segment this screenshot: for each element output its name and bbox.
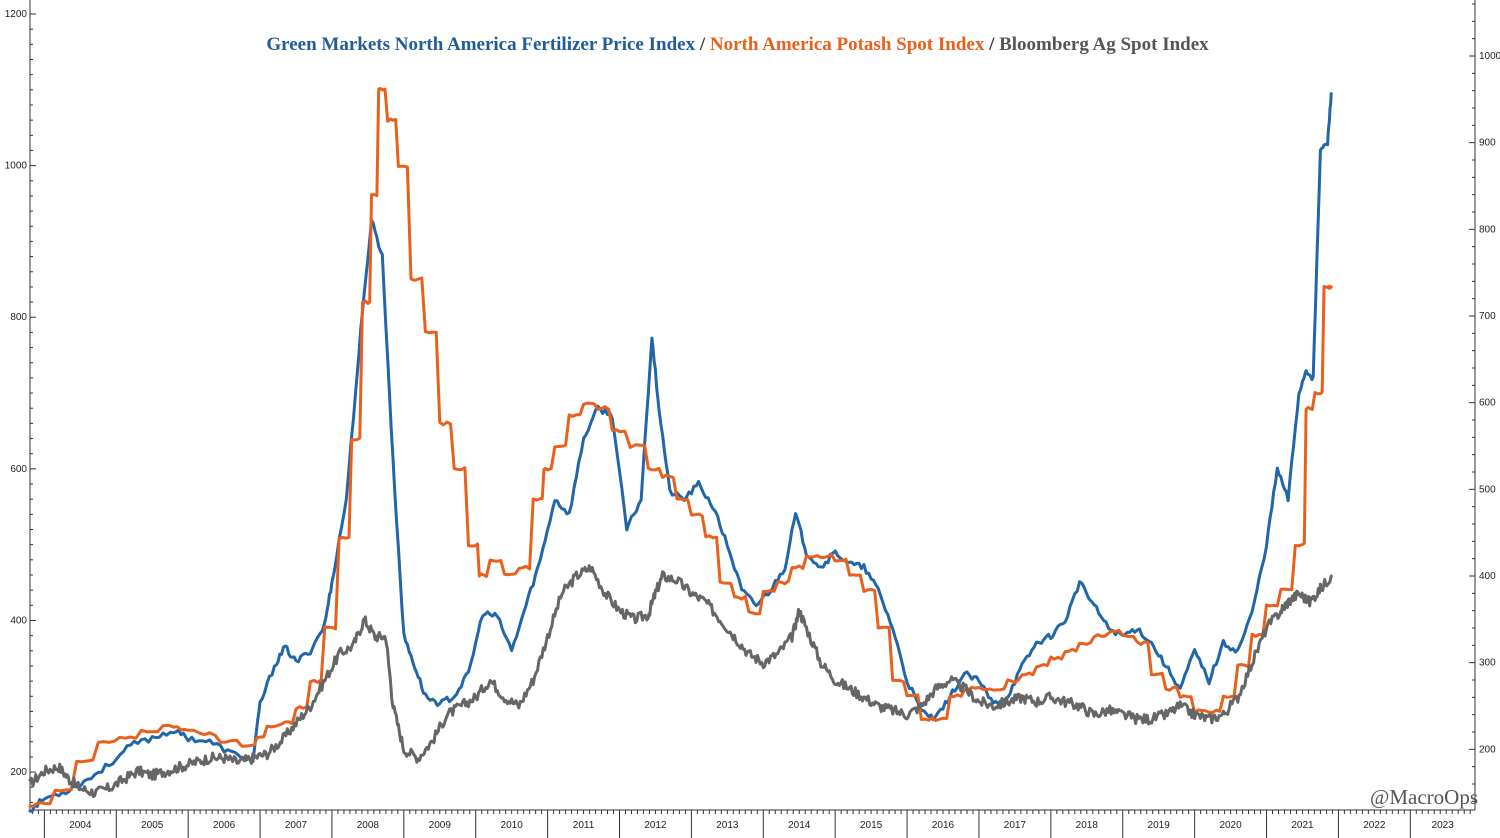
year-label-2010: 2010	[501, 820, 524, 831]
right-tick-label: 300	[1479, 658, 1496, 669]
year-label-2007: 2007	[285, 820, 308, 831]
left-tick-label: 400	[10, 615, 27, 626]
right-tick-label: 900	[1479, 138, 1496, 149]
watermark: @MacroOps	[1370, 785, 1478, 809]
year-label-2019: 2019	[1148, 820, 1171, 831]
series-line-fertilizer	[28, 92, 1333, 813]
year-label-2004: 2004	[69, 820, 92, 831]
title-part-fertilizer: Green Markets North America Fertilizer P…	[266, 34, 696, 55]
right-tick-label: 400	[1479, 571, 1496, 582]
year-label-2015: 2015	[860, 820, 883, 831]
right-tick-label: 800	[1479, 224, 1496, 235]
right-tick-label: 200	[1479, 744, 1496, 755]
title-separator-2: /	[984, 34, 1000, 55]
year-label-2021: 2021	[1291, 820, 1314, 831]
year-label-2006: 2006	[213, 820, 236, 831]
year-label-2018: 2018	[1076, 820, 1099, 831]
year-label-2020: 2020	[1219, 820, 1242, 831]
left-tick-label: 1000	[5, 161, 28, 172]
year-label-2016: 2016	[932, 820, 955, 831]
axes-layer: 200 400 600 800 1000 1200 200 300 400 500 600 700 80…	[5, 0, 1500, 838]
right-tick-label: 600	[1479, 398, 1496, 409]
series-line-bloomberg	[28, 564, 1333, 799]
chart-title: Green Markets North America Fertilizer P…	[0, 34, 1475, 56]
left-tick-label: 600	[10, 464, 27, 475]
year-label-2014: 2014	[788, 820, 811, 831]
right-tick-label: 700	[1479, 311, 1496, 322]
year-label-2013: 2013	[716, 820, 739, 831]
left-tick-label: 800	[10, 312, 27, 323]
left-tick-label: 1200	[5, 9, 28, 20]
left-tick-label: 200	[10, 767, 27, 778]
year-label-2022: 2022	[1363, 820, 1386, 831]
title-part-bloomberg: Bloomberg Ag Spot Index	[999, 34, 1209, 55]
year-label-2017: 2017	[1004, 820, 1027, 831]
series-line-potash	[28, 87, 1333, 808]
year-label-2008: 2008	[357, 820, 380, 831]
year-label-2009: 2009	[429, 820, 452, 831]
right-tick-label: 1000	[1479, 51, 1500, 62]
title-separator-1: /	[695, 34, 710, 55]
year-label-2023: 2023	[1432, 820, 1455, 831]
series-layer	[28, 87, 1333, 813]
year-label-2012: 2012	[644, 820, 667, 831]
title-part-potash: North America Potash Spot Index	[709, 34, 985, 55]
year-label-2011: 2011	[573, 820, 595, 831]
year-label-2005: 2005	[141, 820, 164, 831]
right-tick-label: 500	[1479, 484, 1496, 495]
